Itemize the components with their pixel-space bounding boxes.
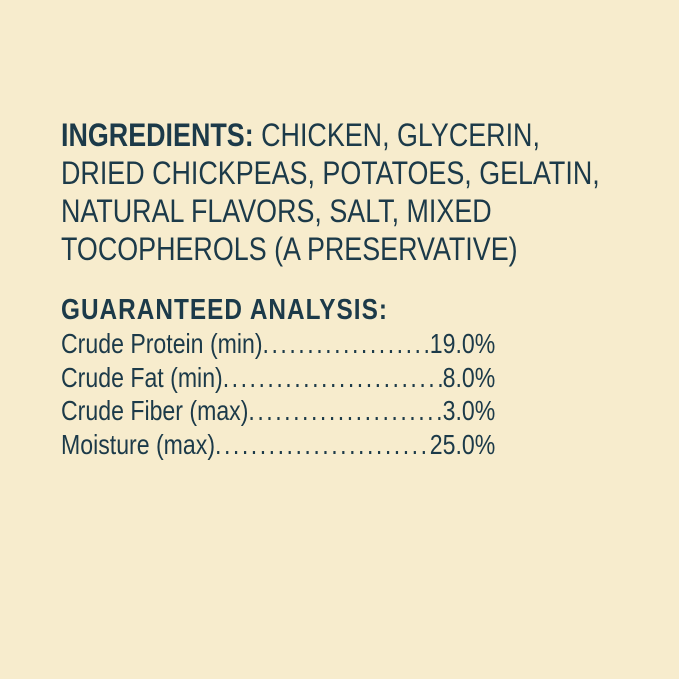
label-content: INGREDIENTS: CHICKEN, GLYCERIN, DRIED CH… [61,116,600,461]
analysis-row-value: 25.0% [429,428,496,460]
analysis-row-value: 8.0% [442,361,496,393]
ingredients-line: DRIED CHICKPEAS, POTATOES, GELATIN, [61,155,600,191]
ingredients-line-1-text: CHICKEN, GLYCERIN, [261,117,540,153]
ingredients-paragraph: INGREDIENTS: CHICKEN, GLYCERIN, DRIED CH… [61,116,600,268]
leader-dots: ........................................… [262,328,430,359]
analysis-row-value: 3.0% [442,395,496,426]
analysis-row-value: 19.0% [429,328,496,359]
leader-dots: ........................................… [248,395,443,426]
leader-dots: ........................................… [215,428,430,460]
ingredients-line: INGREDIENTS: CHICKEN, GLYCERIN, [61,116,540,154]
analysis-row-label: Moisture (max) [61,428,216,460]
analysis-row-crude-protein: Crude Protein (min) ....................… [61,327,495,361]
analysis-row-label: Crude Fat (min) [61,361,223,393]
analysis-row-crude-fiber: Crude Fiber (max) ......................… [61,394,495,428]
ingredients-line: TOCOPHEROLS (A PRESERVATIVE) [61,231,518,267]
ingredients-line: NATURAL FLAVORS, SALT, MIXED [61,193,492,229]
ingredients-heading: INGREDIENTS: [61,117,254,153]
analysis-row-crude-fat: Crude Fat (min) ........................… [61,361,495,395]
guaranteed-analysis-table: Crude Protein (min) ....................… [61,327,495,461]
analysis-row-moisture: Moisture (max) .........................… [61,428,495,462]
analysis-row-label: Crude Protein (min) [61,328,263,359]
analysis-row-label: Crude Fiber (max) [61,395,249,426]
guaranteed-analysis-heading: GUARANTEED ANALYSIS: [61,294,388,326]
leader-dots: ........................................… [222,361,443,393]
